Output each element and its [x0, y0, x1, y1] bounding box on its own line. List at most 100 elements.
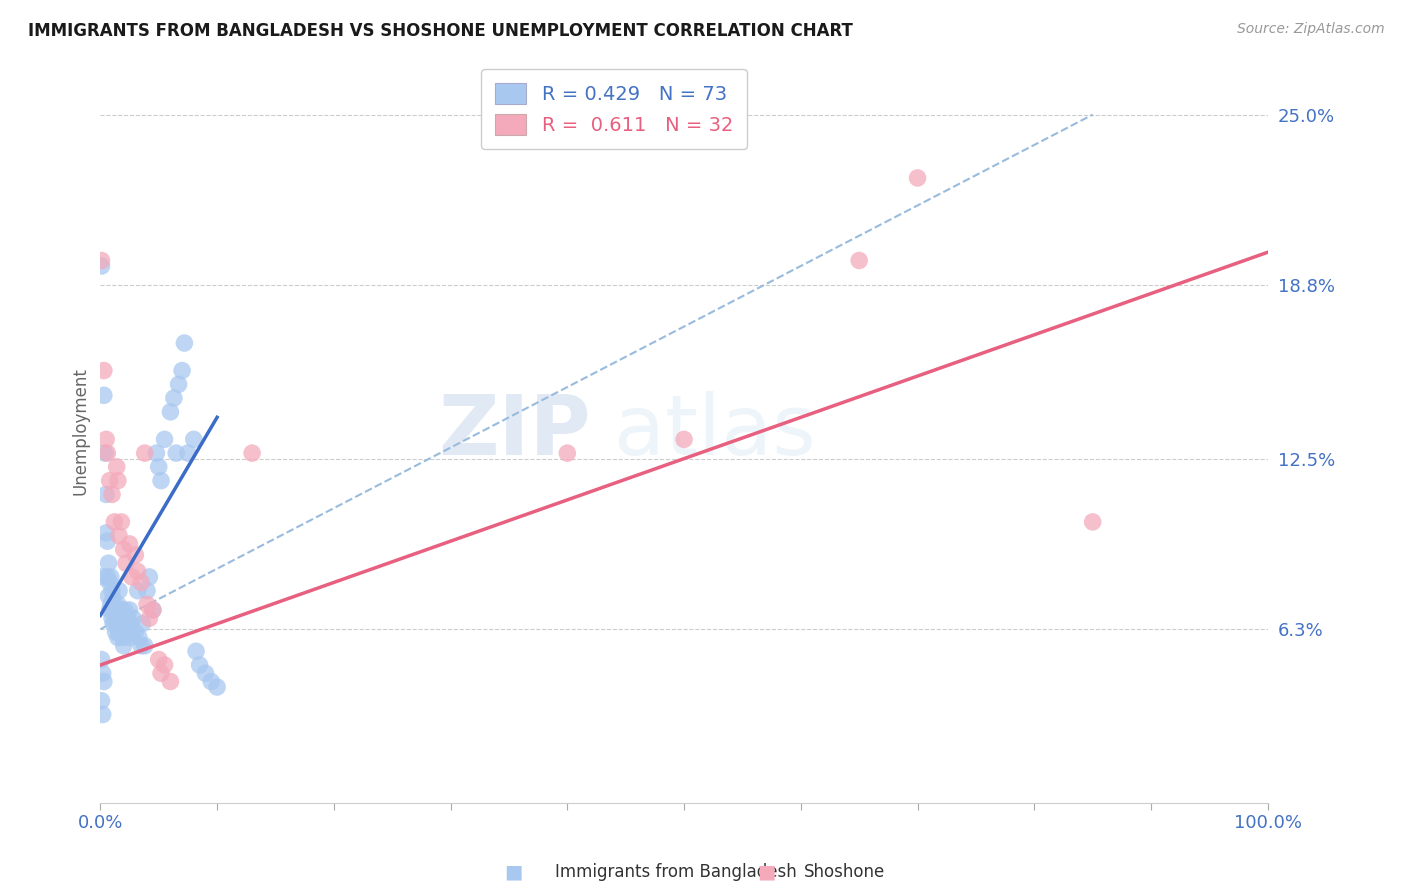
- Point: [104, 611, 127, 625]
- Point: [557, 446, 579, 460]
- Legend: R = 0.429   N = 73, R =  0.611   N = 32: R = 0.429 N = 73, R = 0.611 N = 32: [481, 70, 747, 149]
- Point: [91, 707, 114, 722]
- Point: [150, 666, 173, 681]
- Point: [115, 624, 138, 639]
- Point: [108, 529, 131, 543]
- Point: [101, 583, 124, 598]
- Point: [96, 570, 118, 584]
- Point: [163, 391, 186, 405]
- Point: [122, 611, 145, 625]
- Point: [142, 603, 165, 617]
- Point: [118, 631, 141, 645]
- Point: [124, 624, 146, 639]
- Text: atlas: atlas: [614, 391, 815, 472]
- Point: [205, 680, 228, 694]
- Point: [134, 446, 156, 460]
- Point: [93, 363, 115, 377]
- Point: [159, 674, 181, 689]
- Text: Source: ZipAtlas.com: Source: ZipAtlas.com: [1237, 22, 1385, 37]
- Point: [100, 570, 122, 584]
- Point: [97, 556, 120, 570]
- Point: [115, 611, 138, 625]
- Point: [131, 616, 153, 631]
- Point: [103, 603, 125, 617]
- Point: [907, 170, 929, 185]
- Point: [103, 591, 125, 606]
- Point: [118, 537, 141, 551]
- Point: [138, 611, 160, 625]
- Point: [96, 487, 118, 501]
- Point: [173, 336, 195, 351]
- Point: [112, 624, 135, 639]
- Point: [110, 603, 132, 617]
- Point: [90, 652, 112, 666]
- Point: [96, 433, 118, 447]
- Point: [94, 446, 117, 460]
- Point: [110, 616, 132, 631]
- Point: [153, 433, 176, 447]
- Point: [153, 658, 176, 673]
- Point: [184, 644, 207, 658]
- Point: [98, 575, 121, 590]
- Point: [177, 446, 200, 460]
- Point: [98, 474, 121, 488]
- Point: [127, 565, 149, 579]
- Point: [165, 446, 187, 460]
- Y-axis label: Unemployment: Unemployment: [72, 368, 89, 495]
- Point: [129, 575, 152, 590]
- Text: ■: ■: [503, 863, 523, 882]
- Point: [183, 433, 205, 447]
- Point: [1081, 515, 1104, 529]
- Point: [124, 548, 146, 562]
- Point: [121, 570, 143, 584]
- Point: [107, 474, 129, 488]
- Text: ■: ■: [756, 863, 776, 882]
- Point: [138, 570, 160, 584]
- Text: Immigrants from Bangladesh: Immigrants from Bangladesh: [555, 863, 797, 881]
- Text: ZIP: ZIP: [439, 391, 591, 472]
- Point: [148, 652, 170, 666]
- Point: [103, 616, 125, 631]
- Point: [112, 542, 135, 557]
- Point: [159, 405, 181, 419]
- Point: [673, 433, 696, 447]
- Point: [188, 658, 211, 673]
- Point: [118, 603, 141, 617]
- Point: [142, 603, 165, 617]
- Point: [91, 570, 114, 584]
- Point: [90, 694, 112, 708]
- Point: [200, 674, 222, 689]
- Point: [97, 589, 120, 603]
- Point: [107, 631, 129, 645]
- Point: [121, 624, 143, 639]
- Point: [100, 598, 122, 612]
- Point: [145, 446, 167, 460]
- Point: [91, 666, 114, 681]
- Point: [240, 446, 263, 460]
- Point: [111, 631, 134, 645]
- Point: [194, 666, 217, 681]
- Point: [128, 631, 150, 645]
- Text: Shoshone: Shoshone: [804, 863, 886, 881]
- Point: [93, 674, 115, 689]
- Point: [136, 598, 159, 612]
- Point: [103, 515, 125, 529]
- Point: [110, 515, 132, 529]
- Point: [112, 639, 135, 653]
- Point: [117, 616, 139, 631]
- Point: [101, 603, 124, 617]
- Point: [101, 487, 124, 501]
- Point: [90, 259, 112, 273]
- Point: [115, 556, 138, 570]
- Point: [96, 534, 118, 549]
- Point: [148, 459, 170, 474]
- Point: [90, 253, 112, 268]
- Point: [105, 616, 128, 631]
- Point: [127, 583, 149, 598]
- Point: [96, 525, 118, 540]
- Point: [134, 639, 156, 653]
- Point: [167, 377, 190, 392]
- Point: [98, 603, 121, 617]
- Point: [108, 611, 131, 625]
- Point: [120, 616, 142, 631]
